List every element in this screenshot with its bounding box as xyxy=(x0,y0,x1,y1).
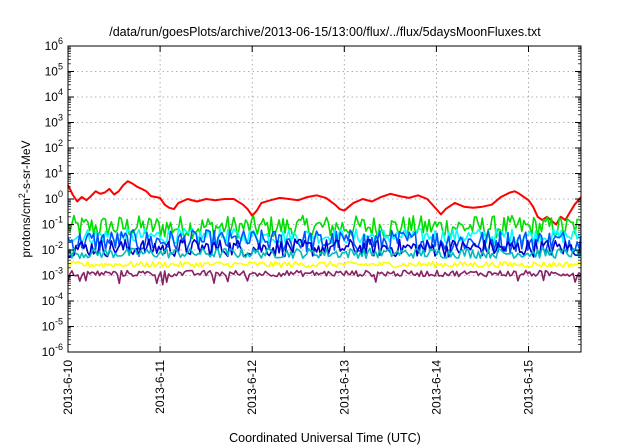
y-tick-label: 100 xyxy=(45,189,63,206)
y-axis-label: protons/cm2-s-sr-MeV xyxy=(17,140,33,257)
x-tick-label: 2013-6-12 xyxy=(245,360,259,415)
y-tick-label: 10-6 xyxy=(42,342,63,359)
axis-ticks xyxy=(67,45,581,353)
series-line xyxy=(67,247,582,260)
y-tick-label: 106 xyxy=(45,36,63,53)
y-tick-label: 10-1 xyxy=(42,215,63,232)
y-tick-label: 103 xyxy=(45,113,63,130)
y-tick-label: 10-5 xyxy=(42,317,63,334)
series-line xyxy=(67,269,582,286)
series-line xyxy=(67,238,582,258)
y-tick-label: 10-3 xyxy=(42,266,63,283)
x-tick-label: 2013-6-10 xyxy=(61,360,75,415)
y-tick-label: 101 xyxy=(45,164,63,181)
y-tick-label: 10-2 xyxy=(42,240,63,257)
x-tick-label: 2013-6-13 xyxy=(337,360,351,415)
chart-title: /data/run/goesPlots/archive/2013-06-15/1… xyxy=(109,25,541,39)
x-tick-label: 2013-6-14 xyxy=(429,360,443,415)
x-axis-label: Coordinated Universal Time (UTC) xyxy=(229,431,421,445)
series-line xyxy=(67,260,582,269)
grid-lines xyxy=(68,46,581,352)
y-tick-label: 102 xyxy=(45,138,63,155)
series-line xyxy=(67,227,582,245)
y-tick-label: 10-4 xyxy=(42,291,63,308)
x-tick-label: 2013-6-11 xyxy=(153,360,167,414)
series-line xyxy=(67,180,582,226)
y-tick-label: 104 xyxy=(45,87,63,104)
y-tick-label: 105 xyxy=(45,62,63,79)
x-tick-label: 2013-6-15 xyxy=(522,360,536,415)
x-tick-labels: 2013-6-10 2013-6-11 2013-6-12 2013-6-13 2013… xyxy=(61,360,536,415)
series-lines xyxy=(67,180,582,286)
y-tick-labels: 10-6 10-5 10-4 10-3 10-2 10-1 100 101 102 103 104 1… xyxy=(42,36,63,359)
